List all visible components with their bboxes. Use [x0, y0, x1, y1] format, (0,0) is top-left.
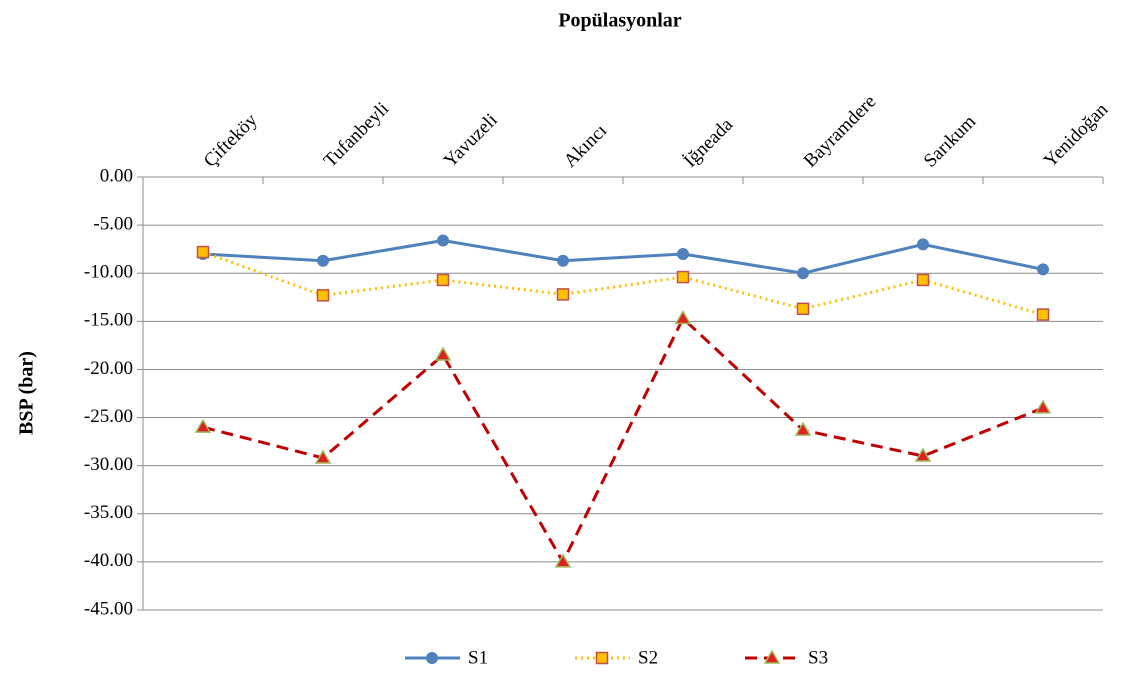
y-tick-label: -10.00: [84, 262, 133, 283]
marker: [426, 652, 438, 664]
chart-title: Popülasyonlar: [558, 10, 681, 32]
legend-label: S1: [468, 647, 488, 668]
x-tick-label: İğneada: [680, 114, 738, 172]
y-tick-label: -25.00: [84, 406, 133, 427]
marker: [677, 247, 689, 260]
y-tick-label: -30.00: [84, 454, 133, 475]
marker: [595, 651, 609, 665]
y-tick-label: -15.00: [84, 310, 133, 331]
legend-label: S3: [808, 647, 828, 668]
legend-label: S2: [638, 647, 658, 668]
x-tick-label: Sarıkum: [920, 111, 981, 172]
marker: [797, 267, 809, 280]
marker: [917, 238, 929, 251]
marker: [434, 346, 452, 361]
marker: [436, 273, 450, 287]
y-tick-label: -20.00: [84, 358, 133, 379]
x-tick-label: Yenidoğan: [1040, 99, 1113, 172]
marker: [557, 254, 569, 267]
marker: [554, 553, 572, 568]
x-tick-label: Akıncı: [560, 120, 611, 171]
y-tick-label: -40.00: [84, 550, 133, 571]
marker: [316, 289, 330, 302]
x-tick-label: Çifteköy: [200, 109, 262, 171]
marker: [676, 270, 690, 284]
x-tick-label: Tufanbeyli: [320, 98, 393, 171]
marker: [796, 302, 810, 316]
series-line: [202, 315, 1044, 566]
marker: [674, 309, 692, 325]
y-tick-label: -35.00: [84, 502, 133, 523]
y-tick-label: 0.00: [100, 165, 133, 186]
series-line: [202, 238, 1044, 275]
marker: [763, 649, 781, 664]
marker: [194, 418, 212, 433]
marker: [196, 245, 210, 259]
marker: [794, 421, 812, 436]
marker: [1036, 308, 1050, 321]
marker: [1037, 263, 1049, 276]
marker: [317, 254, 329, 267]
y-tick-label: -5.00: [93, 213, 133, 234]
marker: [916, 273, 930, 287]
x-tick-label: Yavuzeli: [440, 110, 502, 172]
marker: [1034, 399, 1052, 414]
marker: [556, 288, 570, 301]
y-tick-label: -45.00: [84, 598, 133, 619]
x-tick-label: Bayramdere: [800, 91, 880, 171]
marker: [914, 447, 932, 462]
marker: [437, 234, 449, 247]
y-axis-label: BSP (bar): [16, 351, 38, 435]
marker: [314, 449, 332, 464]
